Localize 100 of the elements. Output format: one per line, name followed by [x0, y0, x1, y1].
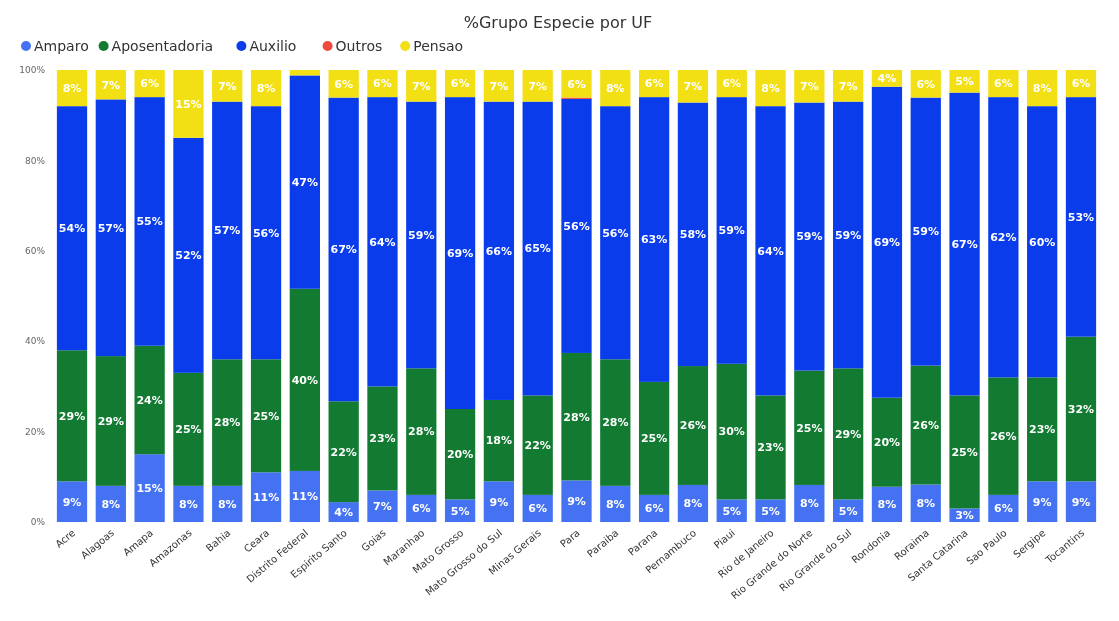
legend-label: Outros — [335, 37, 383, 54]
data-label: 26% — [679, 419, 707, 433]
data-label: 6% — [140, 77, 159, 91]
data-label: 20% — [446, 448, 474, 462]
y-tick-label: 80% — [24, 155, 46, 166]
data-label: 23% — [757, 441, 784, 455]
data-label: 7% — [838, 79, 858, 93]
data-label: 8% — [800, 497, 819, 511]
data-label: 7% — [217, 79, 237, 93]
data-label: 28% — [563, 410, 590, 424]
data-label: 6% — [1071, 77, 1091, 91]
data-label: 5% — [761, 504, 780, 518]
data-label: 5% — [722, 504, 742, 518]
data-label: 7% — [683, 80, 703, 94]
data-label: 5% — [450, 504, 470, 518]
data-label: 7% — [101, 78, 121, 92]
data-label: 40% — [291, 373, 319, 387]
data-label: 6% — [373, 77, 392, 91]
data-label: 69% — [446, 246, 474, 260]
data-label: 25% — [951, 445, 978, 459]
data-label: 8% — [62, 81, 82, 95]
data-label: 9% — [1032, 495, 1052, 509]
legend-label: Aposentadoria — [111, 37, 214, 54]
data-label: 30% — [718, 425, 745, 439]
data-label: 59% — [718, 224, 745, 238]
y-tick-label: 0% — [30, 517, 46, 528]
data-label: 6% — [644, 77, 664, 91]
data-label: 9% — [62, 495, 82, 509]
data-label: 7% — [411, 79, 431, 93]
data-label: 15% — [175, 97, 202, 111]
y-tick-label: 100% — [19, 65, 46, 76]
data-label: 8% — [256, 81, 276, 95]
data-label: 59% — [912, 225, 939, 239]
data-label: 22% — [524, 439, 551, 453]
data-label: 67% — [330, 243, 357, 257]
legend-label: Auxilio — [249, 37, 297, 54]
data-label: 6% — [334, 77, 353, 91]
data-label: 8% — [605, 497, 625, 511]
data-label: 11% — [291, 490, 319, 504]
data-label: 7% — [489, 79, 509, 93]
data-label: 8% — [761, 81, 780, 95]
x-tick-label: Para — [557, 527, 582, 550]
data-label: 7% — [528, 79, 548, 93]
data-label: 3% — [955, 509, 974, 523]
data-label: 29% — [97, 414, 124, 428]
data-label: 55% — [136, 215, 163, 229]
data-label: 4% — [334, 505, 353, 519]
data-label: 28% — [214, 416, 241, 430]
data-label: 59% — [408, 228, 435, 242]
data-label: 22% — [330, 445, 357, 459]
data-label: 26% — [990, 429, 1017, 443]
data-label: 54% — [58, 222, 86, 236]
data-label: 64% — [757, 244, 784, 258]
data-label: 6% — [644, 502, 664, 516]
data-label: 9% — [1071, 495, 1091, 509]
data-label: 56% — [563, 219, 590, 233]
data-label: 25% — [640, 432, 668, 446]
data-label: 67% — [951, 237, 978, 251]
data-label: 8% — [1032, 81, 1052, 95]
y-tick-label: 20% — [24, 426, 46, 437]
data-label: 25% — [175, 423, 202, 437]
data-label: 11% — [252, 490, 280, 504]
data-label: 8% — [916, 497, 936, 511]
data-label: 8% — [217, 497, 237, 511]
data-label: 28% — [408, 425, 435, 439]
data-label: 57% — [214, 224, 241, 238]
data-label: 56% — [252, 226, 280, 240]
chart-title: %Grupo Especie por UF — [463, 13, 653, 32]
data-label: 47% — [291, 175, 319, 189]
data-label: 69% — [873, 236, 901, 250]
data-label: 28% — [602, 416, 629, 430]
data-label: 64% — [369, 235, 396, 249]
data-label: 52% — [175, 249, 202, 263]
data-label: 6% — [722, 77, 742, 91]
data-label: 8% — [179, 497, 198, 511]
data-label: 25% — [252, 409, 280, 423]
data-label: 32% — [1067, 402, 1095, 416]
data-label: 29% — [834, 427, 862, 441]
data-label: 59% — [834, 228, 862, 242]
data-label: 7% — [373, 500, 392, 514]
data-label: 8% — [605, 81, 625, 95]
data-label: 23% — [369, 432, 396, 446]
y-tick-label: 40% — [24, 336, 46, 347]
data-label: 4% — [877, 72, 897, 86]
legend-label: Amparo — [34, 37, 89, 54]
data-label: 26% — [912, 418, 939, 432]
data-label: 24% — [136, 393, 163, 407]
data-label: 6% — [994, 77, 1013, 91]
data-label: 56% — [602, 226, 629, 240]
data-label: 62% — [990, 231, 1017, 245]
data-label: 23% — [1029, 423, 1056, 437]
data-label: 8% — [877, 498, 897, 512]
data-label: 6% — [567, 77, 586, 91]
data-label: 9% — [489, 495, 509, 509]
data-label: 6% — [916, 77, 936, 91]
data-label: 58% — [679, 228, 707, 242]
data-label: 18% — [485, 434, 513, 448]
data-label: 29% — [58, 409, 86, 423]
data-label: 6% — [528, 502, 548, 516]
data-label: 5% — [838, 504, 858, 518]
